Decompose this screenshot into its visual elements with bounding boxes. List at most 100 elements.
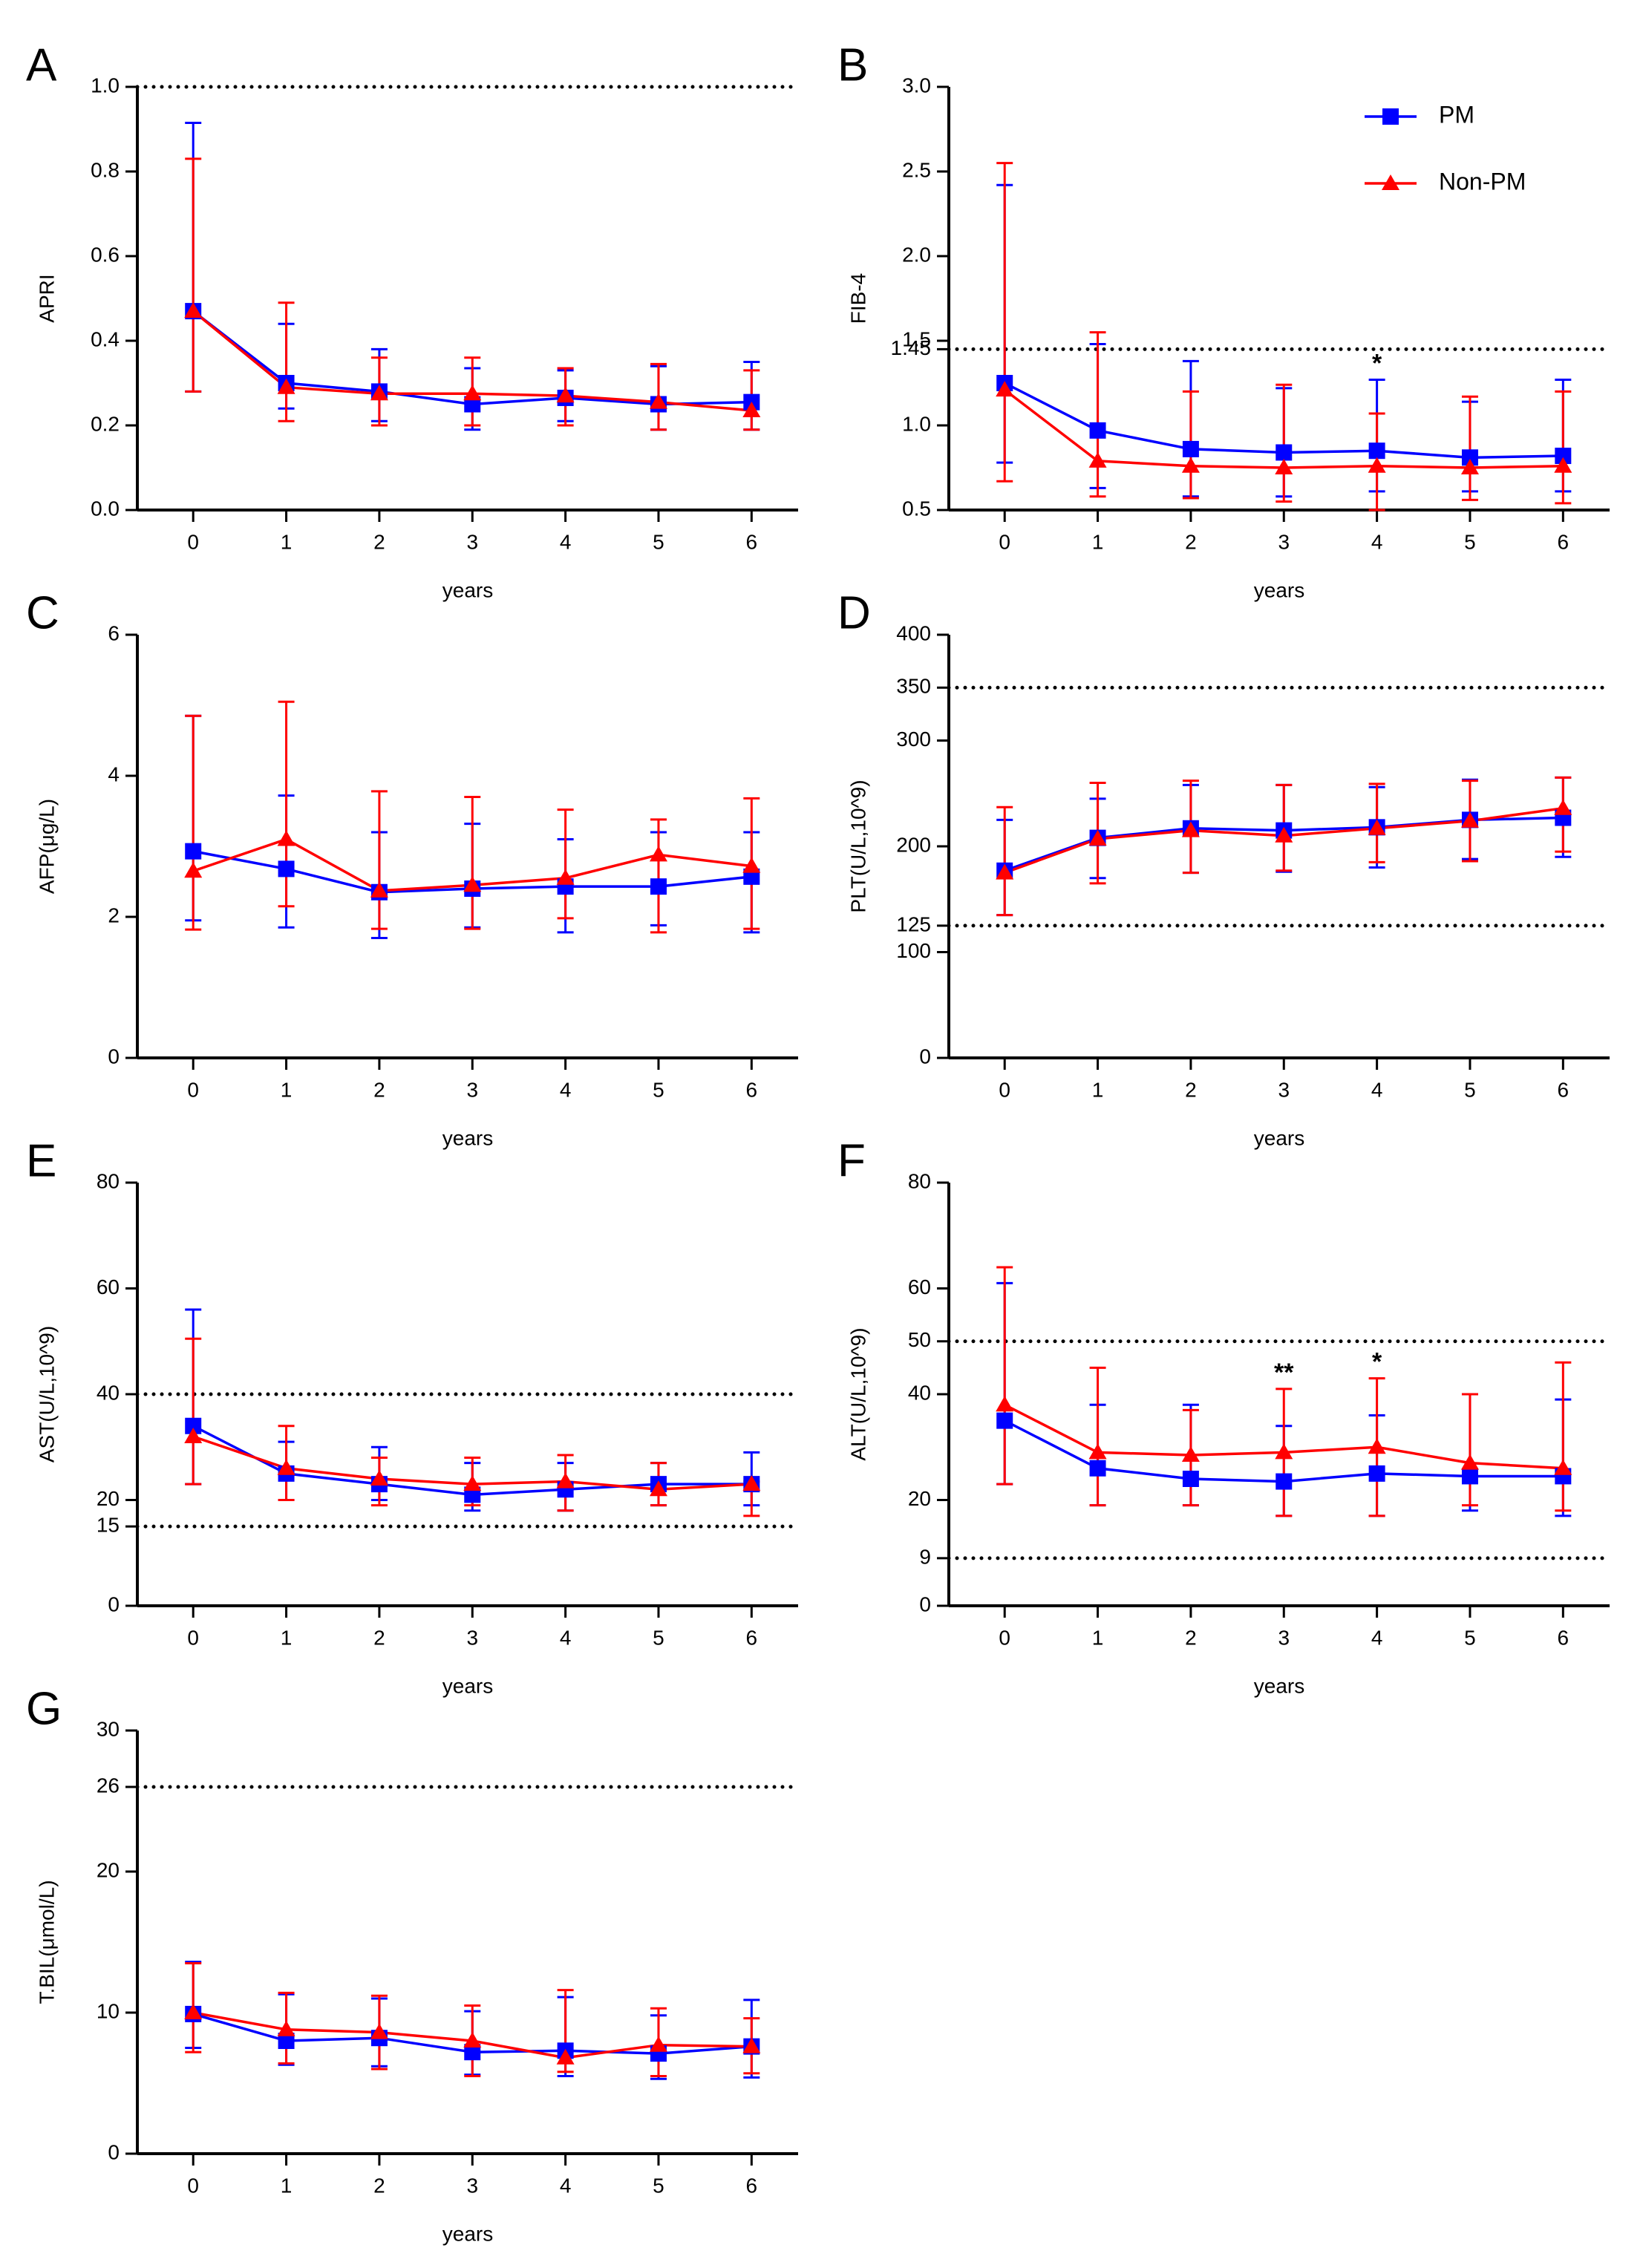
data-point xyxy=(1088,830,1107,846)
x-tick-label: 0 xyxy=(999,1078,1010,1101)
x-tick-label: 3 xyxy=(466,2174,478,2197)
panel-label: A xyxy=(26,39,57,91)
data-point xyxy=(463,1475,482,1491)
y-tick-label: 10 xyxy=(97,1999,120,2022)
data-point xyxy=(277,2020,295,2036)
x-tick-label: 1 xyxy=(281,1626,293,1649)
x-tick-label: 5 xyxy=(1464,1626,1476,1649)
error-bar xyxy=(370,790,388,930)
y-tick-label: 0.0 xyxy=(91,497,120,520)
y-tick-label: 100 xyxy=(896,939,931,962)
y-tick-label: 80 xyxy=(97,1169,120,1192)
data-point xyxy=(1182,440,1199,457)
y-tick-label: 350 xyxy=(896,675,931,698)
x-axis-label: years xyxy=(1254,1126,1304,1149)
data-point xyxy=(556,387,575,403)
y-tick-label: 0.6 xyxy=(91,243,120,266)
y-tick-label: 0.4 xyxy=(91,327,120,350)
x-tick-label: 3 xyxy=(1278,530,1290,553)
legend-label: Non-PM xyxy=(1439,168,1526,195)
error-bar xyxy=(1555,1361,1572,1512)
data-point xyxy=(370,385,388,401)
error-bar xyxy=(1555,390,1572,505)
x-tick-label: 6 xyxy=(1558,1078,1569,1101)
data-point xyxy=(184,2004,203,2019)
panel-label: B xyxy=(837,39,868,91)
y-tick-label: 3.0 xyxy=(902,73,931,97)
data-point xyxy=(185,843,202,860)
x-tick-label: 0 xyxy=(999,1626,1010,1649)
x-tick-label: 0 xyxy=(187,530,199,553)
y-tick-label: 0 xyxy=(108,2140,120,2163)
x-tick-label: 0 xyxy=(187,2174,199,2197)
panel-label: F xyxy=(837,1135,866,1186)
x-tick-label: 4 xyxy=(560,2174,572,2197)
y-axis-label: ALT(U/L,10^9) xyxy=(846,1327,869,1460)
data-point xyxy=(185,1417,202,1434)
data-point xyxy=(996,1412,1013,1429)
x-tick-label: 6 xyxy=(1558,1626,1569,1649)
x-tick-label: 3 xyxy=(1278,1626,1290,1649)
x-tick-label: 2 xyxy=(1185,1078,1197,1101)
x-tick-label: 5 xyxy=(1464,1078,1476,1101)
data-point xyxy=(1275,444,1293,461)
x-tick-label: 5 xyxy=(653,530,664,553)
y-tick-label: 60 xyxy=(908,1275,931,1298)
y-tick-label: 400 xyxy=(896,621,931,644)
data-point xyxy=(742,2037,761,2053)
y-tick-label: 300 xyxy=(896,728,931,751)
legend-label: PM xyxy=(1439,101,1474,128)
x-tick-label: 5 xyxy=(653,2174,664,2197)
x-axis-label: years xyxy=(442,1674,493,1697)
y-tick-label: 20 xyxy=(97,1487,120,1510)
data-point xyxy=(556,869,575,885)
data-point xyxy=(1089,422,1106,439)
data-point xyxy=(184,862,203,878)
y-tick-label: 0.2 xyxy=(91,412,120,435)
x-tick-label: 5 xyxy=(653,1078,664,1101)
y-tick-label: 60 xyxy=(97,1275,120,1298)
error-bar xyxy=(557,808,574,920)
data-point xyxy=(1181,457,1200,473)
error-bar xyxy=(185,157,202,393)
data-point xyxy=(1275,459,1293,474)
x-tick-label: 2 xyxy=(1185,1626,1197,1649)
data-point xyxy=(370,2023,388,2039)
x-tick-label: 3 xyxy=(466,1078,478,1101)
y-tick-label: 125 xyxy=(896,912,931,935)
x-tick-label: 1 xyxy=(1092,1078,1104,1101)
x-axis-label: years xyxy=(442,2222,493,2245)
y-tick-label: 0 xyxy=(108,1592,120,1615)
data-point xyxy=(1088,451,1107,468)
y-tick-label: 2.0 xyxy=(902,243,931,266)
data-point xyxy=(1275,1473,1293,1490)
y-tick-label: 20 xyxy=(908,1487,931,1510)
data-point xyxy=(464,2044,481,2061)
error-bar xyxy=(185,714,202,931)
data-point xyxy=(649,1480,667,1497)
panel-label: E xyxy=(26,1135,56,1186)
data-point xyxy=(1460,1454,1479,1470)
x-axis-label: years xyxy=(442,578,493,601)
significance-mark: * xyxy=(1372,349,1382,377)
y-tick-label: 40 xyxy=(908,1381,931,1404)
data-point xyxy=(1275,1443,1293,1460)
x-tick-label: 6 xyxy=(746,530,758,553)
error-bar xyxy=(996,805,1013,917)
error-bar xyxy=(1275,383,1293,503)
data-point xyxy=(649,393,667,409)
x-tick-label: 4 xyxy=(560,530,572,553)
data-point xyxy=(277,1459,295,1475)
data-point xyxy=(1368,1438,1386,1454)
data-point xyxy=(1368,457,1386,473)
data-point xyxy=(277,378,295,394)
x-tick-label: 6 xyxy=(746,2174,758,2197)
y-tick-label: 4 xyxy=(108,762,120,785)
data-point xyxy=(1275,826,1293,843)
x-tick-label: 4 xyxy=(560,1626,572,1649)
x-tick-label: 4 xyxy=(1371,1078,1383,1101)
y-tick-label: 0 xyxy=(108,1045,120,1068)
x-tick-label: 6 xyxy=(746,1078,758,1101)
